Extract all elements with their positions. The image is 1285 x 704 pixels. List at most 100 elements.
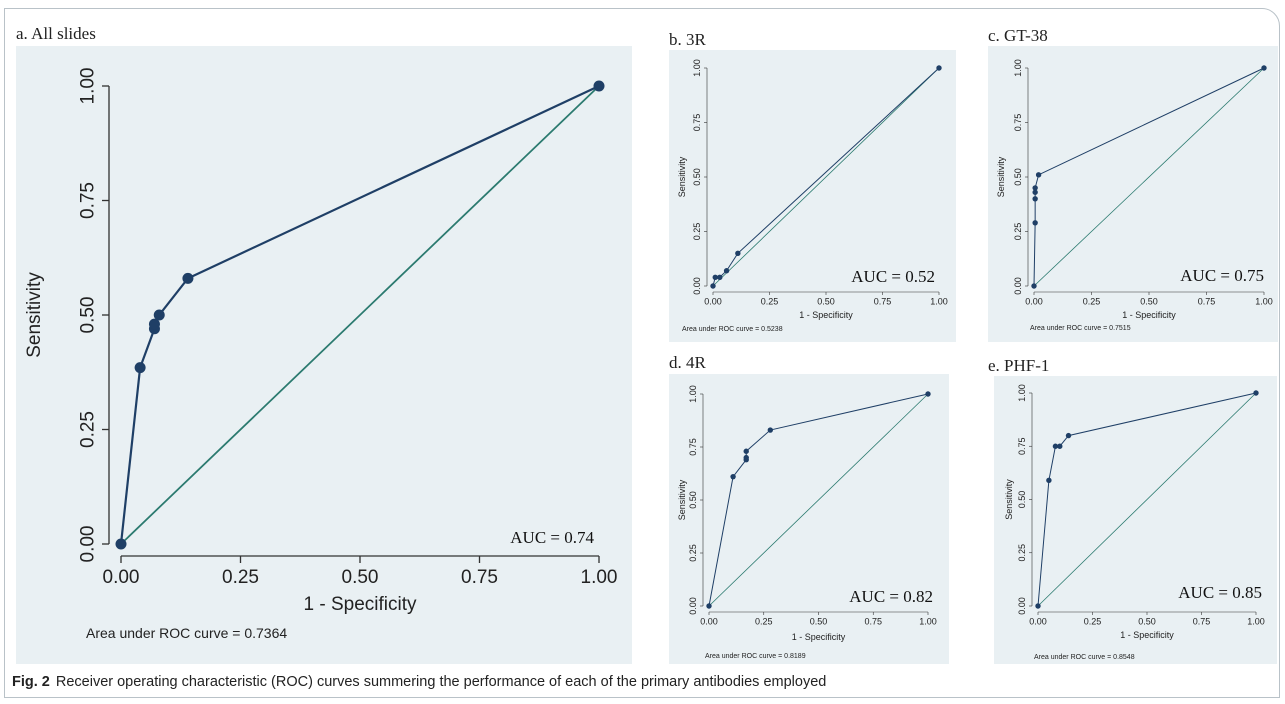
y-tick-label: 0.00	[692, 277, 702, 295]
area-under-curve-note: Area under ROC curve = 0.8189	[705, 653, 806, 660]
roc-chart-svg: 0.000.00 0.25 0.25 0.50 0.50 0.75 0.75 1.00 1.00…	[1004, 384, 1265, 661]
x-tick-label: 0.25	[755, 616, 773, 626]
auc-label: AUC = 0.75	[1180, 266, 1264, 285]
y-tick-label: 0.75	[688, 438, 698, 456]
roc-chart-all-slides: 0.00 0.00 0.25 0.25 0.50 0.50 0.75 0.75 1.00 1.00…	[16, 46, 632, 664]
x-tick-label: 0.25	[222, 567, 259, 588]
roc-point	[153, 309, 165, 321]
roc-point	[134, 362, 146, 374]
x-tick-label: 0.75	[1198, 296, 1216, 306]
roc-chart-4r: 0.00 0.00 0.25 0.25 0.50 0.50 0.75 0.75 1.00 1.00…	[669, 374, 949, 664]
caption-text: Receiver operating characteristic (ROC) …	[55, 674, 827, 690]
area-under-curve-note: Area under ROC curve = 0.5238	[682, 326, 783, 333]
x-tick-label: 0.75	[864, 616, 882, 626]
x-tick-label: 0.75	[461, 567, 498, 588]
x-tick-label: 1.00	[930, 296, 948, 306]
x-tick-label: 0.00	[700, 616, 718, 626]
x-tick-label: 0.75	[874, 296, 892, 306]
x-axis-label: 1 - Specificity	[1122, 310, 1176, 320]
roc-point	[936, 65, 942, 71]
reference-diagonal-line	[712, 67, 940, 287]
x-tick-label: 1.00	[581, 567, 618, 588]
roc-point	[925, 391, 931, 397]
roc-point	[706, 603, 712, 609]
panel-title-d: d. 4R	[669, 353, 706, 372]
roc-chart-svg: 0.000.00 0.25 0.25 0.50 0.50 0.75 0.75 1.00 1.00…	[677, 59, 948, 333]
y-tick-label: 0.25	[688, 544, 698, 562]
x-tick-label: 0.25	[1084, 616, 1102, 626]
roc-point	[1031, 283, 1037, 289]
panel-title-b: b. 3R	[669, 30, 706, 49]
x-tick-label: 0.50	[810, 616, 828, 626]
roc-point	[712, 274, 718, 280]
y-tick-label: 0.25	[1013, 223, 1023, 241]
y-tick-label: 0.75	[1017, 437, 1027, 455]
panel-title-e: e. PHF-1	[988, 356, 1050, 375]
auc-label: AUC = 0.82	[849, 587, 933, 606]
x-tick-label: 0.25	[1083, 296, 1101, 306]
roc-point	[182, 272, 194, 284]
roc-point	[730, 473, 736, 480]
y-tick-label: 0.50	[688, 491, 698, 509]
y-tick-label: 0.75	[1013, 114, 1023, 132]
roc-point	[593, 80, 605, 92]
roc-chart-gt38: 0.00 0.00 0.25 0.25 0.50 0.50 0.75 0.75 1.00 1.00…	[988, 46, 1278, 342]
roc-chart-3r: 0.00 0.00 0.25 0.25 0.50 0.50 0.75 0.75 1.00 1.00…	[669, 50, 956, 342]
x-tick-label: 0.50	[1138, 616, 1156, 626]
y-axis-label: Sensitivity	[24, 272, 45, 358]
roc-point	[735, 250, 741, 256]
reference-diagonal-line	[1033, 67, 1265, 287]
x-axis-label: 1 - Specificity	[304, 594, 417, 615]
roc-point	[743, 448, 749, 454]
roc-point	[148, 318, 160, 330]
y-tick-label: 0.50	[1013, 168, 1023, 186]
y-tick-label: 0.75	[77, 182, 98, 219]
x-tick-label: 0.00	[1025, 296, 1043, 306]
y-tick-label: 0.50	[1017, 491, 1027, 509]
y-tick-label: 0.00	[77, 526, 98, 563]
roc-point	[1032, 185, 1038, 191]
roc-point	[1032, 189, 1038, 195]
panel-title-c: c. GT-38	[988, 26, 1048, 45]
y-axis-label: Sensitivity	[1004, 479, 1014, 520]
x-axis-label: 1 - Specificity	[792, 632, 846, 642]
x-tick-label: 0.50	[817, 296, 835, 306]
x-axis-label: 1 - Specificity	[799, 310, 853, 320]
roc-point	[723, 268, 730, 274]
figure-frame	[4, 8, 1280, 698]
roc-chart-svg: 0.000.00 0.25 0.25 0.50 0.50 0.75 0.75 1.00 1.00…	[677, 385, 937, 660]
auc-label: AUC = 0.52	[851, 267, 935, 286]
roc-point	[1261, 65, 1267, 71]
x-tick-label: 0.75	[1193, 616, 1211, 626]
x-tick-label: 0.00	[103, 567, 140, 588]
area-under-curve-note: Area under ROC curve = 0.7515	[1030, 325, 1131, 332]
reference-diagonal-line	[120, 85, 600, 545]
reference-diagonal-line	[708, 393, 929, 607]
roc-chart-svg: 0.000.00 0.25 0.25 0.50 0.50 0.75 0.75 1.00 1.00…	[996, 59, 1273, 332]
figure-caption: Fig. 2 Receiver operating characteristic …	[12, 674, 826, 690]
roc-point	[115, 538, 127, 550]
panel-title-a: a. All slides	[16, 24, 96, 43]
roc-point	[1065, 432, 1072, 439]
roc-chart-phf1: 0.00 0.00 0.25 0.25 0.50 0.50 0.75 0.75 1.00 1.00…	[994, 376, 1277, 664]
x-tick-label: 0.25	[761, 296, 779, 306]
y-tick-label: 0.00	[1017, 597, 1027, 615]
roc-point	[710, 283, 716, 289]
x-tick-label: 1.00	[1247, 616, 1265, 626]
x-axis-label: 1 - Specificity	[1120, 630, 1174, 640]
auc-label: AUC = 0.74	[510, 528, 594, 547]
y-tick-label: 0.50	[692, 168, 702, 186]
y-tick-label: 1.00	[1017, 384, 1027, 402]
y-tick-label: 0.00	[1013, 277, 1023, 295]
roc-point	[1046, 477, 1052, 484]
y-axis-label: Sensitivity	[996, 156, 1006, 197]
auc-label: AUC = 0.85	[1178, 583, 1262, 602]
reference-diagonal-line	[1037, 392, 1257, 607]
x-tick-label: 0.00	[704, 296, 722, 306]
area-under-curve-note: Area under ROC curve = 0.7364	[86, 625, 287, 641]
roc-point	[1032, 220, 1038, 226]
roc-point	[767, 427, 774, 433]
y-tick-label: 1.00	[77, 68, 98, 105]
roc-point	[1057, 443, 1063, 449]
figure-label: Fig. 2	[12, 674, 50, 690]
